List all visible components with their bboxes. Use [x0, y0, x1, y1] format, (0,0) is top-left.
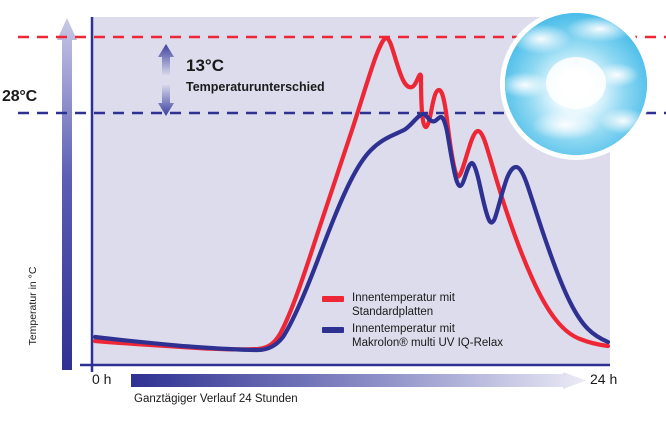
legend-label-line1: Innentemperatur mit	[352, 323, 455, 335]
y-threshold-label: 28°C	[2, 88, 37, 105]
temperature-difference-caption: Temperaturunterschied	[186, 80, 325, 94]
double-arrow-vertical-icon	[158, 44, 174, 116]
time-gradient-arrow-icon	[131, 372, 586, 389]
sky-illustration	[505, 13, 647, 155]
series-line-makrolon-iq-relax	[92, 111, 611, 353]
legend-swatch-blue	[322, 327, 344, 333]
legend-swatch-red	[322, 296, 344, 302]
temperature-difference-value: 13°C	[186, 56, 224, 75]
x-axis-end-label: 24 h	[590, 371, 618, 387]
legend-item-standardplatten: Innentemperatur mit Standardplatten	[322, 292, 572, 319]
legend-label-line1: Innentemperatur mit	[352, 292, 455, 304]
legend-item-makrolon: Innentemperatur mit Makrolon® multi UV I…	[322, 323, 572, 350]
x-axis-caption: Ganztägiger Verlauf 24 Stunden	[134, 393, 298, 405]
sky-sun-circle-image	[500, 8, 652, 160]
x-axis-start-label: 0 h	[92, 371, 112, 387]
legend-label-line2: Makrolon® multi UV IQ-Relax	[352, 336, 503, 349]
legend-label-line2: Standardplatten	[352, 305, 434, 318]
chart-legend: Innentemperatur mit Standardplatten Inne…	[322, 292, 572, 354]
temperature-gradient-arrow-icon	[57, 18, 77, 370]
